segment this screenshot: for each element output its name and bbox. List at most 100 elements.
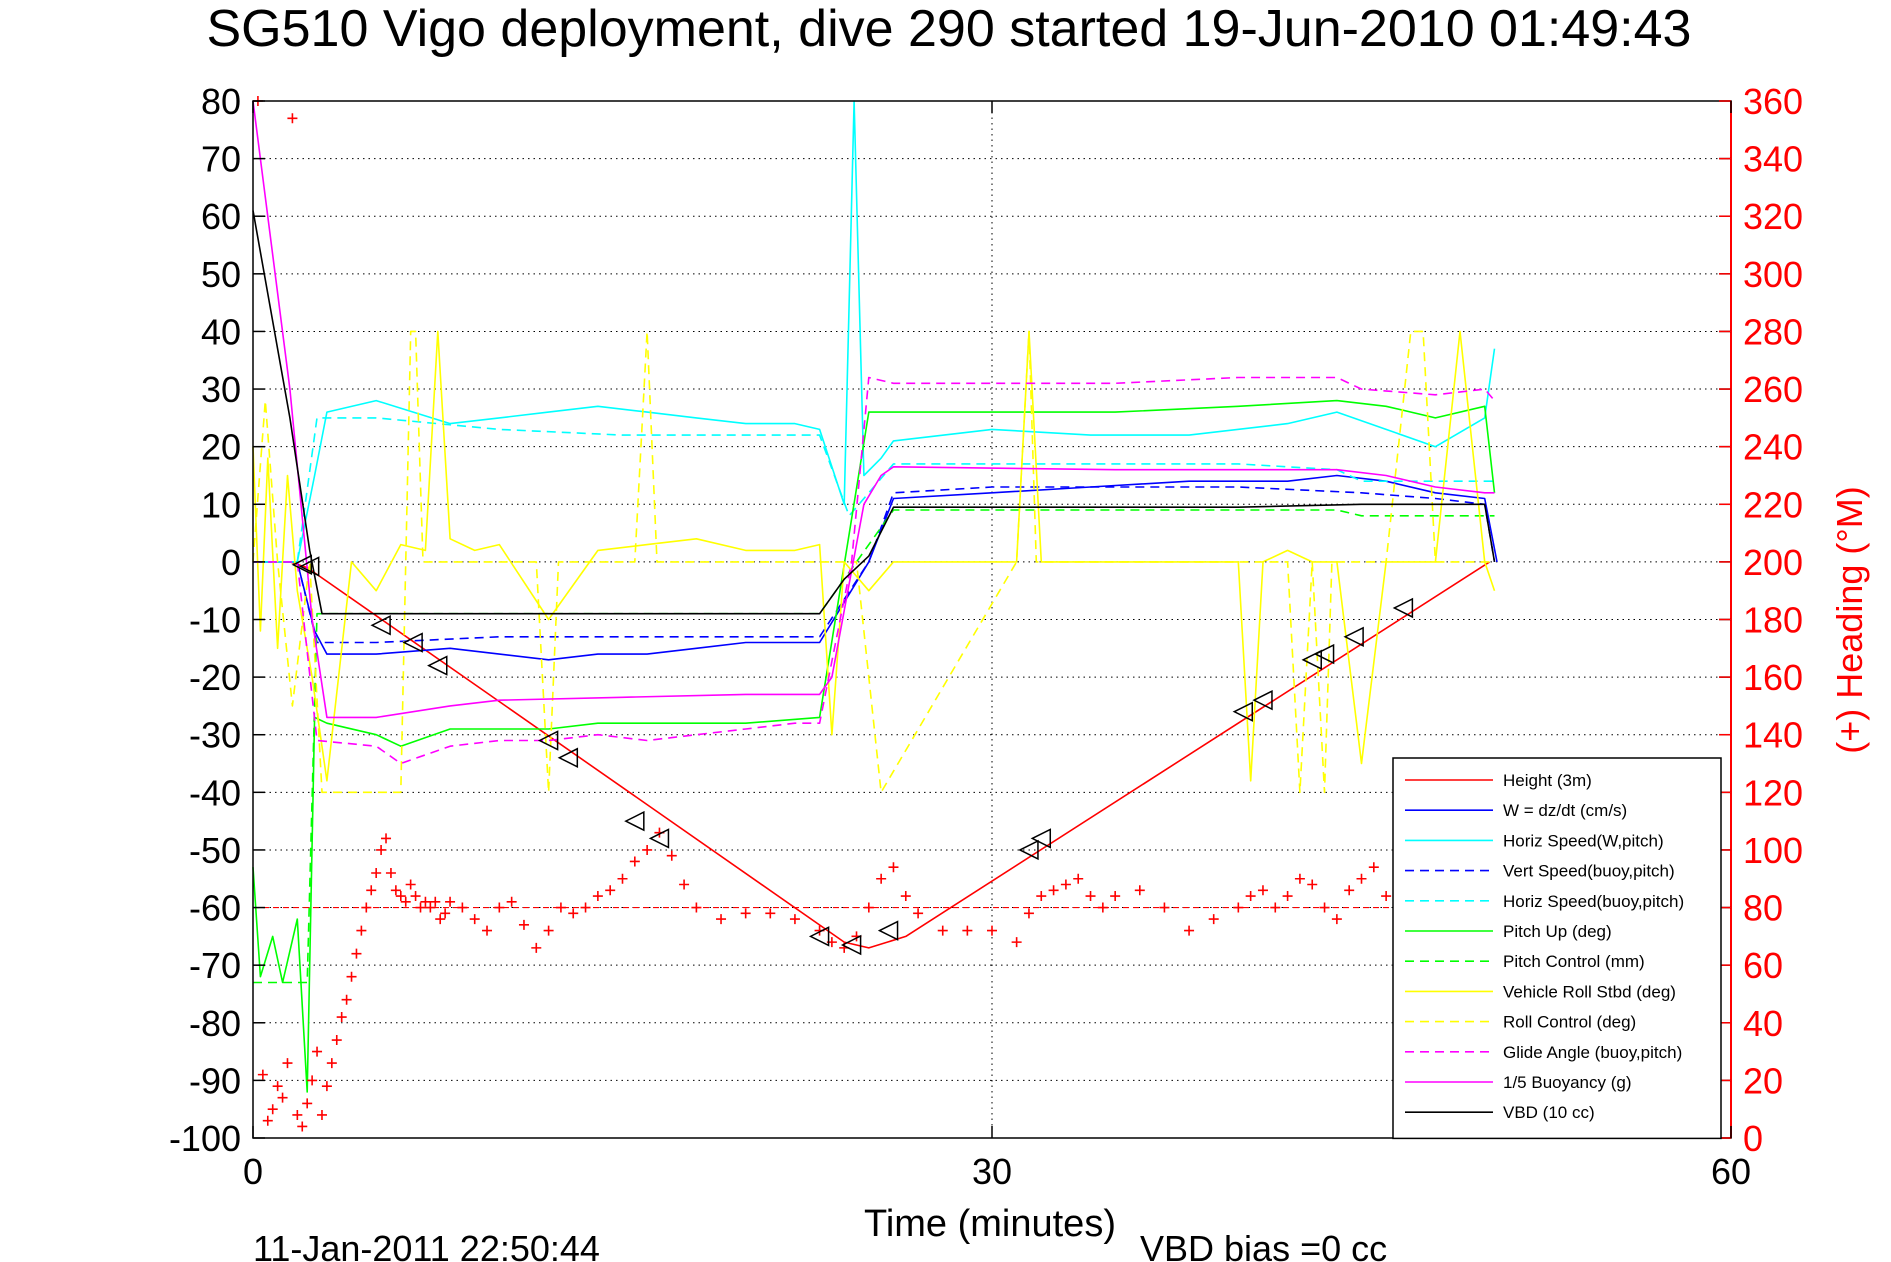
heading-point [287,113,298,124]
legend-box [1392,757,1722,1140]
right-tick-label: 220 [1743,484,1803,525]
right-tick-label: 100 [1743,830,1803,871]
pump-marker [648,828,670,849]
heading-point [336,1012,347,1023]
heading-point [302,1098,313,1109]
heading-point [1307,879,1318,890]
heading-point [937,925,948,936]
heading-point [297,1121,308,1132]
heading-point [257,1069,268,1080]
right-tick-label: 180 [1743,600,1803,641]
heading-point [494,902,505,913]
series-line [252,399,1496,1093]
heading-point [316,1109,327,1120]
heading-point [642,844,653,855]
pump-marker [877,920,899,941]
series-line [253,417,1495,563]
left-tick-label: 20 [201,427,241,468]
pump-marker [291,554,313,575]
heading-point [1036,891,1047,902]
heading-point [312,1046,323,1057]
heading-point [592,891,603,902]
right-tick-label: 300 [1743,254,1803,295]
heading-point [1331,914,1342,925]
heading-point [740,908,751,919]
heading-point [1184,925,1195,936]
pump-marker [557,747,579,768]
heading-point [506,896,517,907]
heading-point [1097,902,1108,913]
heading-point [361,902,372,913]
heading-point [307,1075,318,1086]
right-tick-label: 160 [1743,657,1803,698]
footer-vbd-bias: VBD bias =0 cc [1140,1228,1387,1262]
heading-point [420,896,431,907]
heading-point [1159,902,1170,913]
heading-point [518,919,529,930]
right-tick-label: 0 [1743,1118,1763,1159]
heading-point [568,908,579,919]
heading-point [277,1092,288,1103]
right-tick-label: 120 [1743,772,1803,813]
left-tick-label: -50 [189,830,241,871]
heading-point [666,850,677,861]
pump-marker [1343,626,1364,647]
left-tick-label: 70 [201,139,241,180]
heading-point [469,914,480,925]
heading-point [292,1109,303,1120]
heading-point [1257,885,1268,896]
x-tick-label: 0 [243,1151,263,1192]
pump-marker [808,926,830,947]
heading-point [331,1035,342,1046]
legend-label: W = dz/dt (cm/s) [1503,801,1627,820]
heading-point [1294,873,1305,884]
heading-point [617,873,628,884]
heading-point [1233,902,1244,913]
heading-point [410,891,421,902]
left-tick-label: 50 [201,254,241,295]
heading-point [679,879,690,890]
x-axis-label: Time (minutes) [864,1203,1116,1245]
right-tick-label: 340 [1743,139,1803,180]
heading-point [346,971,357,982]
chart-title: SG510 Vigo deployment, dive 290 started … [207,0,1692,58]
left-tick-label: -40 [189,772,241,813]
heading-point [1344,885,1355,896]
legend-label: VBD (10 cc) [1503,1103,1595,1122]
heading-point [1282,891,1293,902]
heading-point [1208,914,1219,925]
right-tick-label: 20 [1743,1060,1783,1101]
right-tick-label: 80 [1743,888,1783,929]
pump-marker [1392,597,1414,619]
heading-point [876,873,887,884]
heading-point [1011,937,1022,948]
heading-point [691,902,702,913]
series-line [252,210,1496,615]
right-y-axis: 0 20 40 60 80 100 120 140 160 180 200 220 240 260 280 3… [1719,81,1803,1159]
series-line [252,330,1496,782]
right-tick-label: 40 [1743,1003,1783,1044]
heading-point [385,867,396,878]
series-line [252,330,1495,794]
pump-marker [402,632,423,653]
heading-point [605,885,616,896]
pump-marker [1018,839,1039,861]
heading-point [629,856,640,867]
left-tick-label: -100 [169,1118,241,1159]
heading-point [1023,908,1034,919]
legend: Height (3m) W = dz/dt (cm/s) Horiz Speed(W… [1392,757,1722,1140]
heading-point [1356,873,1367,884]
left-tick-label: 60 [201,196,241,237]
heading-point [376,844,387,855]
heading-point [1270,902,1281,913]
x-tick-label: 30 [972,1151,1012,1192]
heading-point [390,885,401,896]
x-tick-label: 60 [1711,1151,1751,1192]
legend-label: Height (3m) [1503,771,1592,790]
pump-marker [1232,701,1254,722]
pump-marker [1030,828,1052,849]
left-tick-label: 10 [201,484,241,525]
pump-marker [298,556,320,577]
heading-point [1134,885,1145,896]
